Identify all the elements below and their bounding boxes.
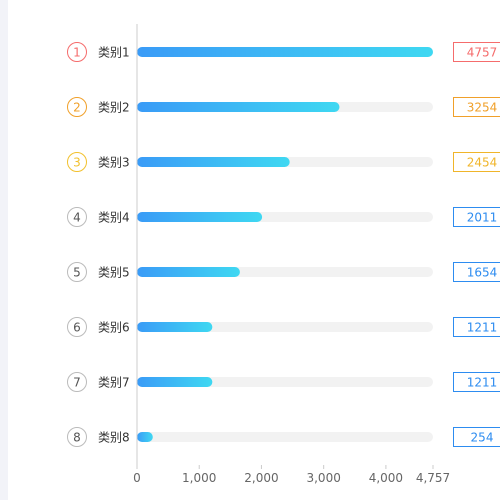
x-tick-label: 1,000	[182, 471, 216, 485]
rank-number: 3	[73, 156, 81, 170]
bar-row: 7 类别7 1211	[67, 372, 500, 392]
rank-number: 4	[73, 211, 81, 225]
value-label: 3254	[467, 101, 498, 115]
value-label: 1654	[467, 266, 498, 280]
rank-badge	[67, 97, 87, 117]
value-box	[453, 317, 500, 337]
rank-badge	[67, 42, 87, 62]
category-label: 类别8	[98, 431, 130, 445]
value-label: 4757	[467, 46, 498, 60]
bar-row: 4 类别4 2011	[67, 207, 500, 227]
value-label: 1211	[467, 376, 498, 390]
category-label: 类别1	[98, 46, 130, 60]
bar	[137, 432, 153, 442]
category-label: 类别2	[98, 101, 130, 115]
bar	[137, 212, 263, 222]
rank-badge	[67, 372, 87, 392]
x-axis: 0 1,000 2,000 3,000 4,000 4,757	[133, 465, 450, 485]
x-tick-label: 4,000	[369, 471, 403, 485]
value-box	[453, 42, 500, 62]
rank-badge	[67, 262, 87, 282]
rank-number: 2	[73, 101, 81, 115]
value-box	[453, 152, 500, 172]
rank-number: 7	[73, 376, 81, 390]
bar-row: 2 类别2 3254	[67, 97, 500, 117]
bar-row: 8 类别8 254	[67, 427, 500, 447]
category-label: 类别3	[98, 156, 130, 170]
bar	[137, 322, 213, 332]
bar-row: 3 类别3 2454	[67, 152, 500, 172]
rank-number: 1	[73, 46, 81, 60]
value-box	[453, 262, 500, 282]
rank-badge	[67, 427, 87, 447]
x-tick-label: 3,000	[306, 471, 340, 485]
value-box	[453, 372, 500, 392]
x-tick-label: 2,000	[244, 471, 278, 485]
rank-badge	[67, 317, 87, 337]
category-label: 类别7	[98, 376, 130, 390]
bar-row: 5 类别5 1654	[67, 262, 500, 282]
value-label: 2454	[467, 156, 498, 170]
chart-rows: 1 类别1 4757 2 类别2 3254 3 类别3 2454 4 类别4 2011 5 类别5 1654…	[67, 42, 500, 447]
value-label: 2011	[467, 211, 498, 225]
category-label: 类别6	[98, 321, 130, 335]
rank-number: 8	[73, 431, 81, 445]
category-label: 类别5	[98, 266, 130, 280]
value-label: 254	[471, 431, 494, 445]
bar	[137, 267, 240, 277]
rank-number: 6	[73, 321, 81, 335]
bar	[137, 377, 213, 387]
bar-row: 1 类别1 4757	[67, 42, 500, 62]
left-panel-edge	[0, 0, 8, 500]
value-box	[453, 207, 500, 227]
bar-track	[137, 432, 433, 442]
x-tick-label: 4,757	[416, 471, 450, 485]
bar	[137, 157, 290, 167]
value-box	[453, 97, 500, 117]
rank-badge	[67, 207, 87, 227]
category-label: 类别4	[98, 211, 130, 225]
bar-row: 6 类别6 1211	[67, 317, 500, 337]
bar	[137, 47, 433, 57]
x-tick-label: 0	[133, 471, 141, 485]
value-box	[453, 427, 500, 447]
rank-number: 5	[73, 266, 81, 280]
rank-badge	[67, 152, 87, 172]
bar	[137, 102, 340, 112]
value-label: 1211	[467, 321, 498, 335]
